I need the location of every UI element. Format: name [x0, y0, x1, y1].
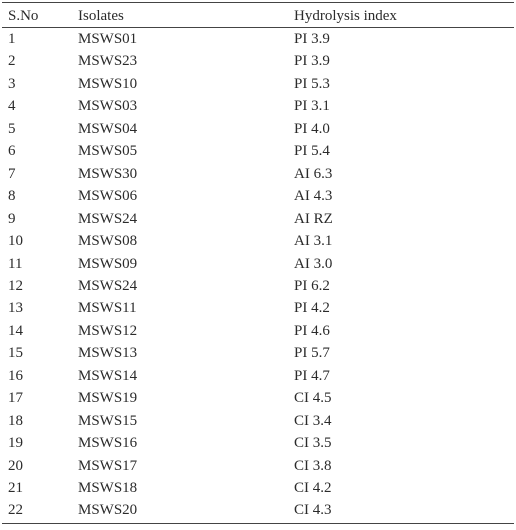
table-cell: 6 — [8, 143, 16, 160]
table-cell: PI 4.6 — [294, 322, 330, 339]
table-cell: MSWS12 — [78, 322, 138, 339]
table-cell: MSWS04 — [78, 120, 138, 137]
header-rule — [2, 27, 514, 28]
header-cell: Isolates — [78, 8, 124, 24]
table-cell: PI 5.4 — [294, 143, 330, 160]
table-cell: CI 3.5 — [294, 435, 332, 452]
table-cell: AI 3.1 — [294, 233, 333, 250]
table-cell: MSWS01 — [78, 31, 138, 47]
header-cell: S.No — [8, 8, 39, 24]
table-cell: MSWS13 — [78, 345, 138, 362]
table-cell: CI 4.5 — [294, 390, 332, 407]
table-cell: 8 — [8, 188, 16, 205]
table-cell: MSWS18 — [78, 480, 138, 496]
table-cell: 21 — [8, 480, 23, 496]
table-cell: PI 5.7 — [294, 345, 330, 362]
table-cell: MSWS11 — [78, 300, 137, 317]
table-cell: MSWS24 — [78, 277, 138, 294]
table-cell: MSWS15 — [78, 412, 138, 429]
table-cell: PI 6.2 — [294, 277, 330, 294]
table-cell: MSWS24 — [78, 210, 138, 227]
table-cell: 1 — [8, 31, 16, 47]
table-cell: PI 5.3 — [294, 75, 330, 92]
table-cell: AI 6.3 — [294, 165, 333, 182]
table-cell: MSWS20 — [78, 502, 138, 519]
bottom-rule — [2, 523, 514, 524]
table-cell: 12 — [8, 277, 23, 294]
table-cell: MSWS09 — [78, 255, 138, 272]
table-cell: MSWS30 — [78, 165, 138, 182]
table-cell: PI 4.0 — [294, 120, 330, 137]
table-cell: 11 — [8, 255, 23, 272]
table-cell: PI 4.7 — [294, 367, 330, 384]
table-cell: MSWS08 — [78, 233, 138, 250]
table-cell: 16 — [8, 367, 23, 384]
table-cell: 20 — [8, 457, 23, 474]
table-cell: 19 — [8, 435, 23, 452]
table-cell: CI 4.3 — [294, 502, 332, 519]
table-cell: 5 — [8, 120, 16, 137]
table-cell: MSWS10 — [78, 75, 138, 92]
table-cell: MSWS03 — [78, 98, 138, 115]
table-cell: 2 — [8, 53, 16, 70]
table-cell: PI 3.9 — [294, 31, 330, 47]
table-cell: 18 — [8, 412, 23, 429]
table-cell: 3 — [8, 75, 16, 92]
table-cell: CI 4.2 — [294, 480, 332, 496]
table-cell: AI RZ — [294, 210, 333, 227]
table-cell: MSWS23 — [78, 53, 138, 70]
table-cell: AI 4.3 — [294, 188, 333, 205]
table-cell: MSWS19 — [78, 390, 138, 407]
table-cell: 14 — [8, 322, 23, 339]
table-cell: 22 — [8, 502, 23, 519]
table-cell: MSWS05 — [78, 143, 138, 160]
table-cell: MSWS17 — [78, 457, 138, 474]
table-cell: 10 — [8, 233, 23, 250]
table-cell: PI 3.9 — [294, 53, 330, 70]
table-cell: 15 — [8, 345, 23, 362]
table-cell: PI 4.2 — [294, 300, 330, 317]
table-cell: MSWS06 — [78, 188, 138, 205]
table-cell: 7 — [8, 165, 16, 182]
table-cell: MSWS16 — [78, 435, 138, 452]
table-cell: CI 3.4 — [294, 412, 332, 429]
table-cell: MSWS14 — [78, 367, 138, 384]
table-cell: 17 — [8, 390, 23, 407]
table-cell: PI 3.1 — [294, 98, 330, 115]
table-cell: 4 — [8, 98, 16, 115]
table-cell: 13 — [8, 300, 23, 317]
table-cell: 9 — [8, 210, 16, 227]
top-rule — [2, 2, 514, 3]
table-cell: AI 3.0 — [294, 255, 333, 272]
header-cell: Hydrolysis index — [294, 8, 397, 24]
table-cell: CI 3.8 — [294, 457, 332, 474]
